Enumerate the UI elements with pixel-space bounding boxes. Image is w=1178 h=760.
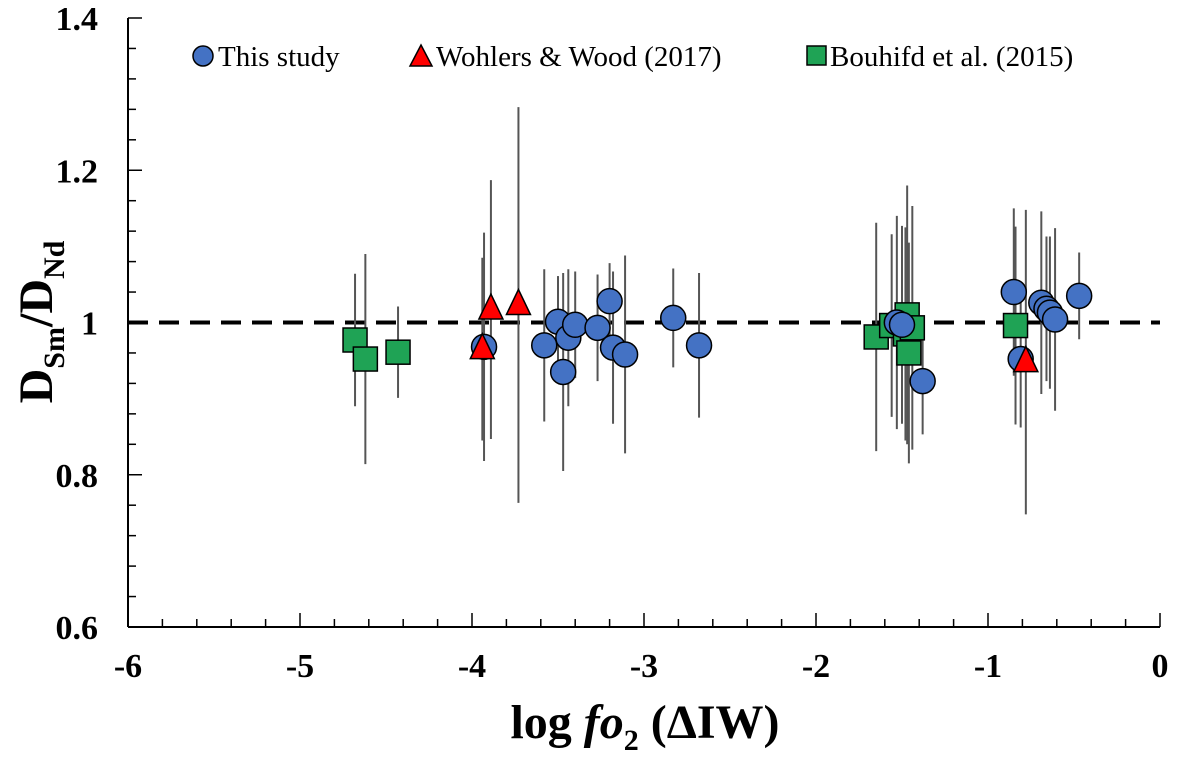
legend: This study Wohlers & Wood (2017) Bouhifd… bbox=[192, 41, 1073, 73]
legend-label-wohlers-wood: Wohlers & Wood (2017) bbox=[436, 41, 722, 73]
legend-marker-bouhifd bbox=[806, 45, 827, 66]
x-title-suffix: (ΔIW) bbox=[639, 696, 780, 749]
data-point-wohlers-wood bbox=[1012, 344, 1040, 373]
y-tick-label: 1.4 bbox=[56, 1, 99, 38]
x-tick-label: -1 bbox=[974, 648, 1002, 685]
legend-marker-this-study bbox=[192, 45, 214, 67]
data-point-this-study bbox=[1065, 282, 1093, 310]
data-point-this-study bbox=[549, 358, 577, 386]
data-point-this-study bbox=[530, 332, 558, 359]
data-point-wohlers-wood bbox=[477, 292, 505, 320]
data-point-wohlers-wood bbox=[469, 331, 496, 360]
x-title-italic: fo bbox=[584, 696, 624, 749]
x-tick-label: -5 bbox=[286, 648, 314, 685]
y-tick-label: 1 bbox=[81, 306, 98, 343]
x-tick-label: -4 bbox=[458, 648, 486, 685]
x-tick-label: -3 bbox=[630, 648, 658, 685]
x-tick-label: 0 bbox=[1152, 648, 1169, 685]
x-tick-label: -2 bbox=[802, 648, 830, 685]
y-title-d2: D bbox=[10, 279, 63, 314]
y-title-slash: / bbox=[10, 313, 63, 328]
x-title-prefix: log bbox=[510, 696, 583, 749]
legend-label-bouhifd: Bouhifd et al. (2015) bbox=[830, 41, 1073, 73]
data-point-bouhifd bbox=[352, 346, 379, 372]
data-point-this-study bbox=[596, 287, 623, 315]
data-point-bouhifd bbox=[385, 339, 411, 365]
data-point-this-study bbox=[1000, 278, 1028, 306]
data-point-this-study bbox=[659, 304, 687, 332]
x-axis-title: log fo2 (ΔIW) bbox=[510, 696, 779, 757]
data-point-this-study bbox=[685, 332, 713, 359]
data-point-this-study bbox=[888, 311, 916, 339]
y-axis-title: DSm/DNd bbox=[10, 240, 71, 403]
data-point-bouhifd bbox=[896, 340, 922, 366]
y-title-sub2: Nd bbox=[38, 240, 71, 279]
axes: -6 -5 -4 -3 -2 -1 0 0.6 0.8 1 1.2 1.4 bbox=[56, 1, 1169, 685]
x-title-sub: 2 bbox=[624, 724, 639, 757]
data-point-this-study bbox=[584, 314, 611, 342]
data-point-this-study bbox=[1041, 306, 1069, 333]
y-title-sub1: Sm bbox=[38, 327, 71, 369]
data-point-bouhifd bbox=[1002, 312, 1029, 339]
y-title-d1: D bbox=[10, 369, 63, 404]
data-point-this-study bbox=[909, 367, 936, 395]
data-point-wohlers-wood bbox=[505, 287, 532, 316]
y-tick-label: 1.2 bbox=[56, 153, 99, 190]
plot-area bbox=[128, 107, 1160, 515]
y-tick-label: 0.6 bbox=[56, 610, 99, 647]
x-tick-label: -6 bbox=[114, 648, 142, 685]
y-tick-label: 0.8 bbox=[56, 458, 99, 495]
data-point-this-study bbox=[611, 341, 639, 368]
legend-marker-wohlers-wood bbox=[408, 43, 434, 67]
legend-label-this-study: This study bbox=[218, 41, 340, 73]
data-point-this-study bbox=[561, 311, 589, 339]
